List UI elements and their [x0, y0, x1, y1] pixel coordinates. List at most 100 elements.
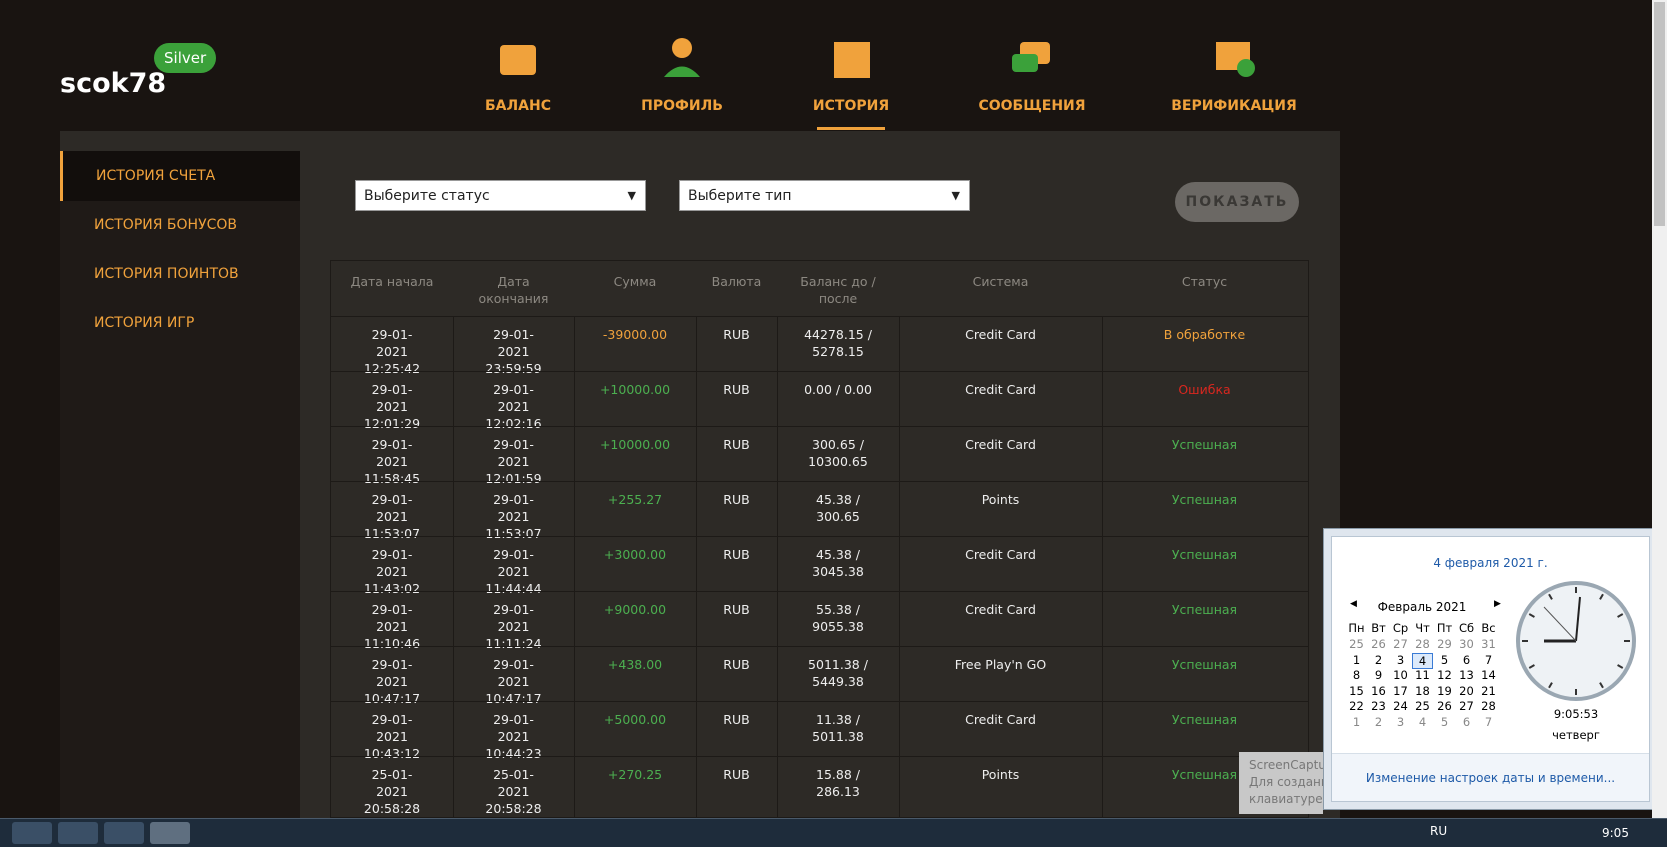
select[interactable]: Выберите статус	[355, 180, 646, 211]
calendar-footer	[1332, 753, 1649, 801]
day[interactable]: 1	[1352, 714, 1361, 729]
taskbar-app[interactable]	[104, 822, 144, 844]
table-cell: 29-01-2021 11:53:07	[485, 492, 542, 541]
day[interactable]: 14	[1481, 668, 1496, 682]
table-cell: +10000.00	[599, 382, 671, 397]
table-header: Дата окончания	[478, 274, 549, 306]
day[interactable]: 20	[1459, 683, 1474, 698]
day[interactable]: 6	[1462, 714, 1471, 729]
sidebar-item[interactable]: ИСТОРИЯ ИГР	[94, 315, 195, 331]
table-cell: 29-01-2021 11:43:02	[363, 547, 421, 596]
tooltip-line: ScreenCaptur	[1249, 758, 1323, 772]
day[interactable]: 30	[1459, 637, 1474, 651]
day[interactable]: 26	[1437, 699, 1452, 713]
day[interactable]: 26	[1371, 637, 1386, 651]
table-cell: 29-01-2021 11:58:45	[363, 437, 421, 486]
day[interactable]: 29	[1437, 637, 1452, 651]
day[interactable]: 28	[1415, 637, 1430, 651]
table-cell: RUB	[723, 767, 750, 782]
day[interactable]: 1	[1352, 652, 1361, 667]
day[interactable]: 25	[1349, 637, 1364, 651]
col-divider	[453, 316, 454, 817]
clock-tick	[1528, 613, 1535, 618]
row-divider	[331, 481, 1308, 482]
day[interactable]: 5	[1440, 714, 1449, 729]
day[interactable]: 8	[1352, 668, 1361, 682]
history-icon	[834, 42, 870, 78]
clock-tick	[1599, 682, 1604, 689]
day[interactable]: 2	[1374, 652, 1383, 667]
sidebar-item[interactable]: ИСТОРИЯ БОНУСОВ	[94, 217, 237, 233]
day[interactable]: 2	[1374, 714, 1383, 729]
table-cell: 0.00 / 0.00	[804, 382, 872, 397]
day[interactable]: 4	[1418, 714, 1427, 729]
day[interactable]: 13	[1459, 668, 1474, 682]
table-cell: Credit Card	[965, 382, 1036, 397]
taskbar-app[interactable]	[58, 822, 98, 844]
day[interactable]: 23	[1371, 699, 1386, 713]
nav-item[interactable]: ПРОФИЛЬ	[641, 98, 723, 114]
sidebar-item[interactable]: ИСТОРИЯ ПОИНТОВ	[94, 266, 239, 282]
sidebar-item[interactable]: ИСТОРИЯ СЧЕТА	[96, 168, 216, 184]
table-cell: 55.38 / 9055.38	[812, 602, 864, 634]
day[interactable]: 17	[1393, 683, 1408, 698]
day[interactable]: 28	[1481, 699, 1496, 713]
day[interactable]: 27	[1459, 699, 1474, 713]
table-cell: 29-01-2021 12:25:42	[363, 327, 421, 376]
day[interactable]: 22	[1349, 699, 1364, 713]
calendar-month: Февраль 2021	[1377, 600, 1467, 614]
clock-time: 9:05:53	[1553, 707, 1599, 721]
day[interactable]: 27	[1393, 637, 1408, 651]
day[interactable]: 24	[1393, 699, 1408, 713]
select[interactable]: Выберите тип	[679, 180, 970, 211]
day[interactable]: 10	[1393, 668, 1408, 682]
day[interactable]: 3	[1396, 652, 1405, 667]
day[interactable]: 12	[1437, 668, 1452, 682]
sidebar: ИСТОРИЯ СЧЕТА ИСТОРИЯ БОНУСОВ ИСТОРИЯ ПОИН…	[60, 151, 300, 818]
next-month: ▶	[1494, 599, 1501, 609]
table-header: Баланс до / после	[800, 274, 876, 306]
day[interactable]: 3	[1396, 714, 1405, 729]
taskbar-app[interactable]	[150, 822, 190, 844]
day[interactable]: 11	[1415, 668, 1430, 682]
day[interactable]: 18	[1415, 683, 1430, 698]
settings-link[interactable]: Изменение настроек даты и времени...	[1365, 771, 1616, 785]
day[interactable]: 15	[1349, 683, 1364, 698]
table-cell: 29-01-2021 10:47:17	[485, 657, 542, 706]
weekday: Чт	[1415, 621, 1430, 635]
day[interactable]: 7	[1484, 652, 1493, 667]
tooltip: ScreenCaptur Для создани клавиатуре и	[1239, 752, 1323, 814]
nav-item[interactable]: СООБЩЕНИЯ	[978, 98, 1086, 114]
day[interactable]: 16	[1371, 683, 1386, 698]
table-cell: +255.27	[607, 492, 663, 507]
clock-tick	[1528, 664, 1535, 669]
table-cell: +270.25	[607, 767, 663, 782]
nav-item[interactable]: ИСТОРИЯ	[812, 98, 890, 114]
clock-tick	[1617, 613, 1624, 618]
table-cell: 45.38 / 300.65	[816, 492, 860, 524]
table-cell: +9000.00	[603, 602, 667, 617]
day[interactable]: 4	[1412, 652, 1433, 669]
taskbar-app[interactable]	[12, 822, 52, 844]
day[interactable]: 31	[1481, 637, 1496, 651]
day[interactable]: 25	[1415, 699, 1430, 713]
table-cell: Успешная	[1171, 547, 1238, 562]
day[interactable]: 21	[1481, 683, 1496, 698]
nav-item[interactable]: БАЛАНС	[485, 98, 551, 114]
table-cell: 29-01-2021 10:47:17	[363, 657, 421, 706]
weekday: Пт	[1436, 621, 1453, 635]
show-button[interactable]: ПОКАЗАТЬ	[1175, 182, 1299, 222]
table-cell: Успешная	[1171, 767, 1238, 782]
profile-icon	[672, 38, 692, 58]
day[interactable]: 9	[1374, 668, 1383, 682]
table-cell: -39000.00	[602, 327, 668, 342]
row-divider	[331, 756, 1308, 757]
day[interactable]: 5	[1440, 652, 1449, 667]
calendar-inner: 4 февраля 2021 г. Февраль 2021 ◀ ▶ Пн Вт Ср Чт П…	[1331, 536, 1650, 802]
nav-item[interactable]: ВЕРИФИКАЦИЯ	[1171, 98, 1297, 114]
day[interactable]: 6	[1462, 652, 1471, 667]
table-cell: Успешная	[1171, 657, 1238, 672]
day[interactable]: 19	[1437, 683, 1452, 698]
day[interactable]: 7	[1484, 714, 1493, 729]
